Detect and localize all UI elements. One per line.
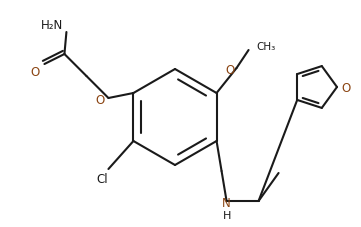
Text: CH₃: CH₃ bbox=[257, 42, 276, 52]
Text: O: O bbox=[96, 94, 105, 107]
Text: H₂N: H₂N bbox=[41, 18, 64, 31]
Text: O: O bbox=[342, 81, 351, 94]
Text: H: H bbox=[222, 210, 231, 220]
Text: N: N bbox=[222, 197, 231, 210]
Text: O: O bbox=[31, 65, 40, 78]
Text: O: O bbox=[225, 64, 234, 77]
Text: Cl: Cl bbox=[97, 173, 108, 186]
